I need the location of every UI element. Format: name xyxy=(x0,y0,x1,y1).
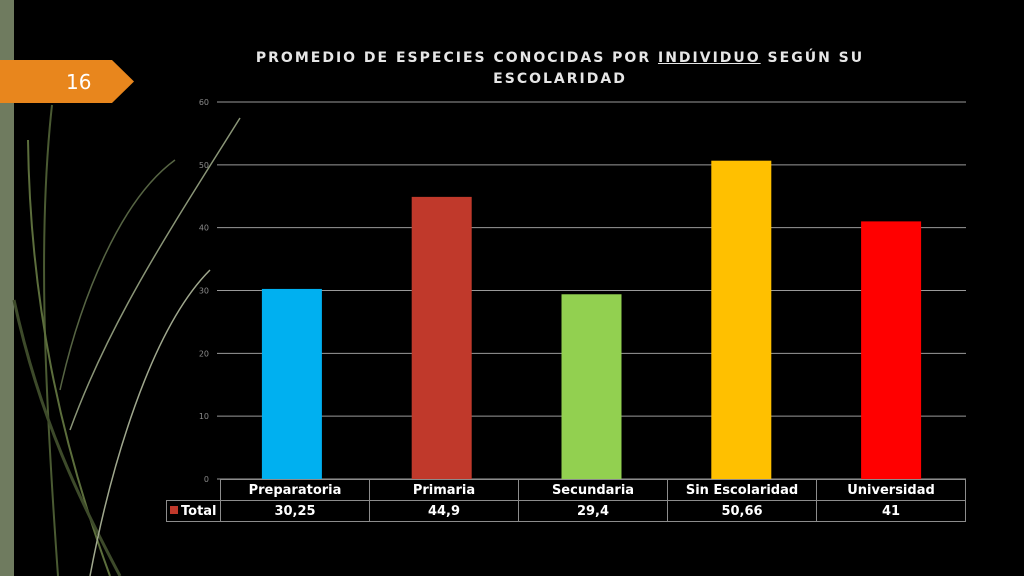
series-name: Total xyxy=(181,503,217,519)
category-label: Preparatoria xyxy=(220,479,370,501)
values-row: Total 30,25 44,9 29,4 50,66 41 xyxy=(166,500,966,522)
bars xyxy=(261,160,922,479)
table-corner xyxy=(166,479,221,501)
value-label: 44,9 xyxy=(369,500,519,522)
legend-key-icon xyxy=(170,505,178,514)
bar-preparatoria xyxy=(261,288,322,479)
series-legend-cell: Total xyxy=(166,500,221,522)
category-label: Sin Escolaridad xyxy=(667,479,817,501)
title-text-start: PROMEDIO DE ESPECIES CONOCIDAS POR xyxy=(255,50,658,66)
chart-title: PROMEDIO DE ESPECIES CONOCIDAS POR INDIV… xyxy=(230,48,890,90)
sidebar-strip xyxy=(0,0,14,576)
bar-sin-escolaridad xyxy=(711,160,772,479)
slide-number-badge: 16 xyxy=(0,60,134,103)
category-label: Universidad xyxy=(816,479,966,501)
bar-universidad xyxy=(861,221,922,479)
value-label: 41 xyxy=(816,500,966,522)
slide-number: 16 xyxy=(66,70,92,94)
value-label: 30,25 xyxy=(220,500,370,522)
bar-primaria xyxy=(411,196,472,479)
category-label: Primaria xyxy=(369,479,519,501)
title-underlined-word: INDIVIDUO xyxy=(657,50,761,66)
y-tick-label: 40 xyxy=(199,224,209,233)
decorative-curves xyxy=(12,104,241,576)
title-text-end: SEGÚN SU ESCOLARIDAD xyxy=(493,50,865,87)
y-tick-label: 20 xyxy=(199,349,209,358)
y-tick-label: 30 xyxy=(199,287,209,296)
category-label: Secundaria xyxy=(518,479,668,501)
value-label: 50,66 xyxy=(667,500,817,522)
value-label: 29,4 xyxy=(518,500,668,522)
bar-secundaria xyxy=(561,294,622,479)
category-row: Preparatoria Primaria Secundaria Sin Escola… xyxy=(166,479,966,501)
y-tick-label: 60 xyxy=(199,98,209,107)
y-tick-label: 10 xyxy=(199,412,209,421)
y-tick-label: 50 xyxy=(199,161,209,170)
chart-data-table: Preparatoria Primaria Secundaria Sin Escola… xyxy=(166,479,966,522)
